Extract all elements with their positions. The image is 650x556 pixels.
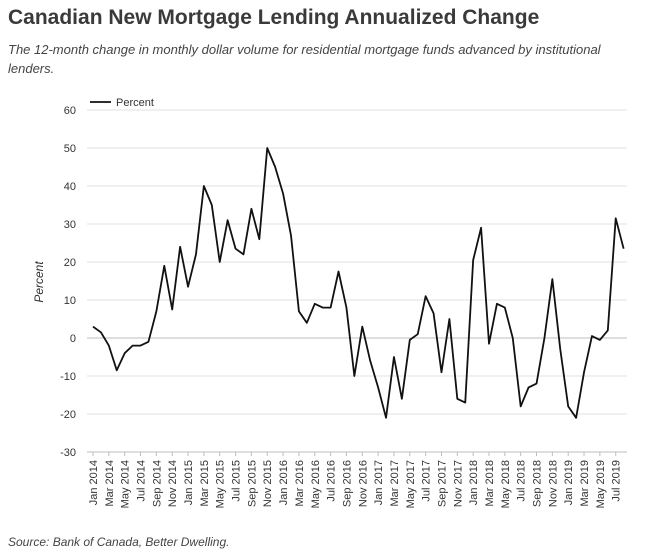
x-tick-label: Sep 2015 (246, 460, 258, 507)
legend-label: Percent (116, 97, 154, 109)
x-tick-label: Sep 2018 (532, 460, 544, 507)
x-tick-label: Mar 2014 (104, 460, 116, 506)
chart-subtitle: The 12-month change in monthly dollar vo… (8, 42, 601, 76)
x-tick-label: Nov 2014 (167, 460, 179, 507)
x-tick-label: Jan 2016 (278, 460, 290, 505)
y-tick-label: -20 (60, 409, 76, 421)
x-tick-label: Mar 2015 (199, 460, 211, 506)
y-tick-label: 40 (64, 181, 76, 193)
series-layer (92, 147, 625, 419)
x-tick-label: Jul 2015 (231, 460, 243, 502)
series-line-percent (92, 147, 625, 419)
source-note: Source: Bank of Canada, Better Dwelling. (8, 535, 230, 549)
y-tick-label: 20 (64, 257, 76, 269)
x-tick-label: Sep 2017 (436, 460, 448, 507)
y-tick-label: 30 (64, 219, 76, 231)
x-tick-label: Jul 2017 (421, 460, 433, 502)
x-tick-label: Nov 2018 (547, 460, 559, 507)
y-tick-label: 60 (64, 105, 76, 117)
x-tick-label: Jul 2016 (326, 460, 338, 502)
chart-title: Canadian New Mortgage Lending Annualized… (8, 6, 540, 29)
x-tick-label: Nov 2015 (262, 460, 274, 507)
x-tick-label: May 2015 (215, 460, 227, 508)
x-tick-label: Jan 2017 (373, 460, 385, 505)
x-tick-label: Jul 2018 (516, 460, 528, 502)
x-tick-label: Sep 2016 (341, 460, 353, 507)
x-tick-label: Jul 2019 (611, 460, 623, 502)
y-tick-label: 0 (70, 333, 76, 345)
x-tick-label: May 2017 (405, 460, 417, 508)
x-tick-label: Sep 2014 (151, 460, 163, 507)
x-tick-label: Jul 2014 (136, 460, 148, 502)
y-axis: 60 50 40 30 20 10 0 -10 -20 -30 (60, 105, 76, 459)
x-tick-label: Mar 2018 (484, 460, 496, 506)
y-tick-label: 50 (64, 143, 76, 155)
x-tick-label: Nov 2017 (452, 460, 464, 507)
x-tick-label: Jan 2015 (183, 460, 195, 505)
x-tick-label: Jan 2014 (88, 460, 100, 505)
x-tick-label: May 2019 (595, 460, 607, 508)
y-tick-label: 10 (64, 295, 76, 307)
y-tick-label: -30 (60, 447, 76, 459)
y-tick-label: -10 (60, 371, 76, 383)
x-tick-label: Jan 2018 (468, 460, 480, 505)
x-tick-label: May 2016 (310, 460, 322, 508)
legend: Percent (90, 97, 154, 109)
x-tick-label: Mar 2017 (389, 460, 401, 506)
x-tick-label: May 2014 (120, 460, 132, 508)
x-tick-label: Mar 2019 (579, 460, 591, 506)
x-axis: Jan 2014 Mar 2014 May 2014 Jul 2014 Sep 2014… (87, 451, 627, 508)
y-axis-label: Percent (32, 261, 46, 303)
x-tick-label: Mar 2016 (294, 460, 306, 506)
x-tick-label: May 2018 (500, 460, 512, 508)
gridlines (87, 109, 627, 453)
x-tick-label: Jan 2019 (563, 460, 575, 505)
x-tick-label: Nov 2016 (357, 460, 369, 507)
